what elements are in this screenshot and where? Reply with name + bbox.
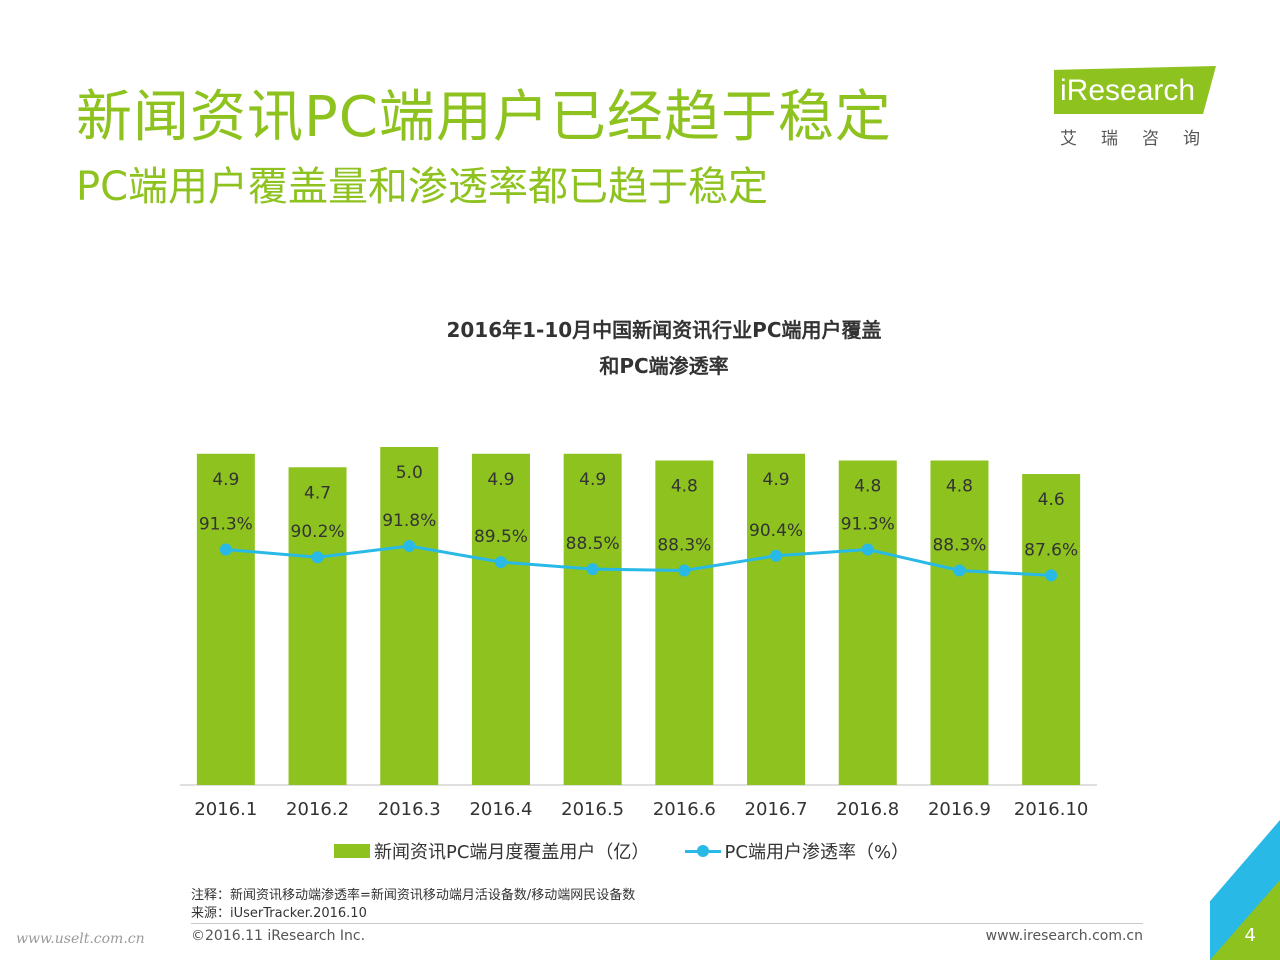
footer-website: www.iresearch.com.cn (985, 928, 1143, 944)
chart-title: 2016年1-10月中国新闻资讯行业PC端用户覆盖 和PC端渗透率 (340, 312, 988, 384)
line-point (219, 543, 232, 556)
legend-item-coverage: 新闻资讯PC端月度覆盖用户（亿） (334, 838, 649, 864)
bar-value-label: 4.8 (671, 477, 698, 497)
x-tick-label: 2016.2 (286, 799, 349, 820)
line-value-label: 88.5% (566, 534, 620, 554)
x-tick-label: 2016.4 (469, 799, 532, 820)
line-point (311, 551, 324, 564)
line-value-label: 88.3% (932, 536, 986, 556)
line-point (861, 543, 874, 556)
x-tick-label: 2016.6 (653, 799, 716, 820)
page-number: 4 (1244, 925, 1256, 946)
bar-value-label: 4.9 (487, 470, 514, 490)
bar (471, 453, 530, 785)
line-value-label: 91.3% (841, 515, 895, 535)
line-point (586, 563, 599, 576)
bar-value-label: 4.9 (212, 470, 239, 490)
corner-decoration (1210, 820, 1280, 960)
line-point (770, 549, 783, 562)
line-value-label: 91.3% (199, 515, 253, 535)
legend-label-penetration: PC端用户渗透率（%） (724, 842, 910, 863)
chart-note: 注释：新闻资讯移动端渗透率=新闻资讯移动端月活设备数/移动端网民设备数 (191, 888, 636, 903)
x-tick-label: 2016.5 (561, 799, 624, 820)
footer-divider (191, 923, 1143, 924)
logo-badge (1054, 66, 1216, 114)
bar (288, 467, 347, 785)
bar-value-label: 4.7 (304, 483, 331, 503)
bar (380, 447, 439, 785)
legend-item-penetration: PC端用户渗透率（%） (684, 838, 910, 864)
x-tick-label: 2016.9 (928, 799, 991, 820)
bar-value-label: 4.8 (946, 477, 973, 497)
bar (563, 453, 622, 785)
x-tick-label: 2016.7 (745, 799, 808, 820)
slide-title: 新闻资讯PC端用户已经趋于稳定 (76, 85, 892, 150)
bar-value-label: 4.9 (763, 470, 790, 490)
bar (655, 460, 714, 785)
line-value-label: 90.2% (291, 522, 345, 542)
chart-title-line-2: 和PC端渗透率 (599, 354, 729, 378)
watermark: www.uselt.com.cn (16, 931, 145, 947)
legend-bar-swatch (334, 844, 370, 858)
line-value-label: 89.5% (474, 527, 528, 547)
line-value-label: 88.3% (657, 536, 711, 556)
bar (747, 453, 806, 785)
x-tick-label: 2016.8 (836, 799, 899, 820)
footer-copyright: ©2016.11 iResearch Inc. (191, 928, 366, 944)
bar-value-label: 5.0 (396, 463, 423, 483)
legend-line-marker (684, 844, 721, 858)
x-tick-label: 2016.1 (194, 799, 257, 820)
x-tick-label: 2016.3 (378, 799, 441, 820)
line-value-label: 87.6% (1024, 540, 1078, 560)
bar-value-label: 4.6 (1038, 490, 1065, 510)
line-point (1045, 569, 1058, 582)
bar (838, 460, 897, 785)
penetration-line (225, 544, 1052, 577)
line-point (403, 540, 416, 552)
x-tick-label: 2016.10 (1014, 799, 1088, 820)
bar-value-label: 4.8 (854, 477, 881, 497)
legend-label-coverage: 新闻资讯PC端月度覆盖用户（亿） (374, 842, 650, 863)
chart-title-line-1: 2016年1-10月中国新闻资讯行业PC端用户覆盖 (446, 318, 882, 342)
logo-chinese-name: 艾瑞咨询 (1060, 129, 1224, 149)
bar-value-label: 4.9 (579, 470, 606, 490)
line-value-label: 90.4% (749, 521, 803, 541)
bar (930, 460, 989, 785)
slide-subtitle: PC端用户覆盖量和渗透率都已趋于稳定 (76, 164, 769, 210)
chart-source: 来源：iUserTracker.2016.10 (191, 906, 367, 921)
line-point (953, 564, 966, 577)
line-point (494, 556, 507, 569)
bar (196, 453, 255, 785)
chart-legend: 新闻资讯PC端月度覆盖用户（亿） PC端用户渗透率（%） (334, 838, 939, 866)
iresearch-logo: iResearch 艾瑞咨询 (1054, 66, 1224, 150)
line-point (678, 564, 691, 577)
logo-wordmark: iResearch (1060, 74, 1196, 107)
line-value-label: 91.8% (382, 511, 436, 531)
bar (1022, 474, 1081, 785)
